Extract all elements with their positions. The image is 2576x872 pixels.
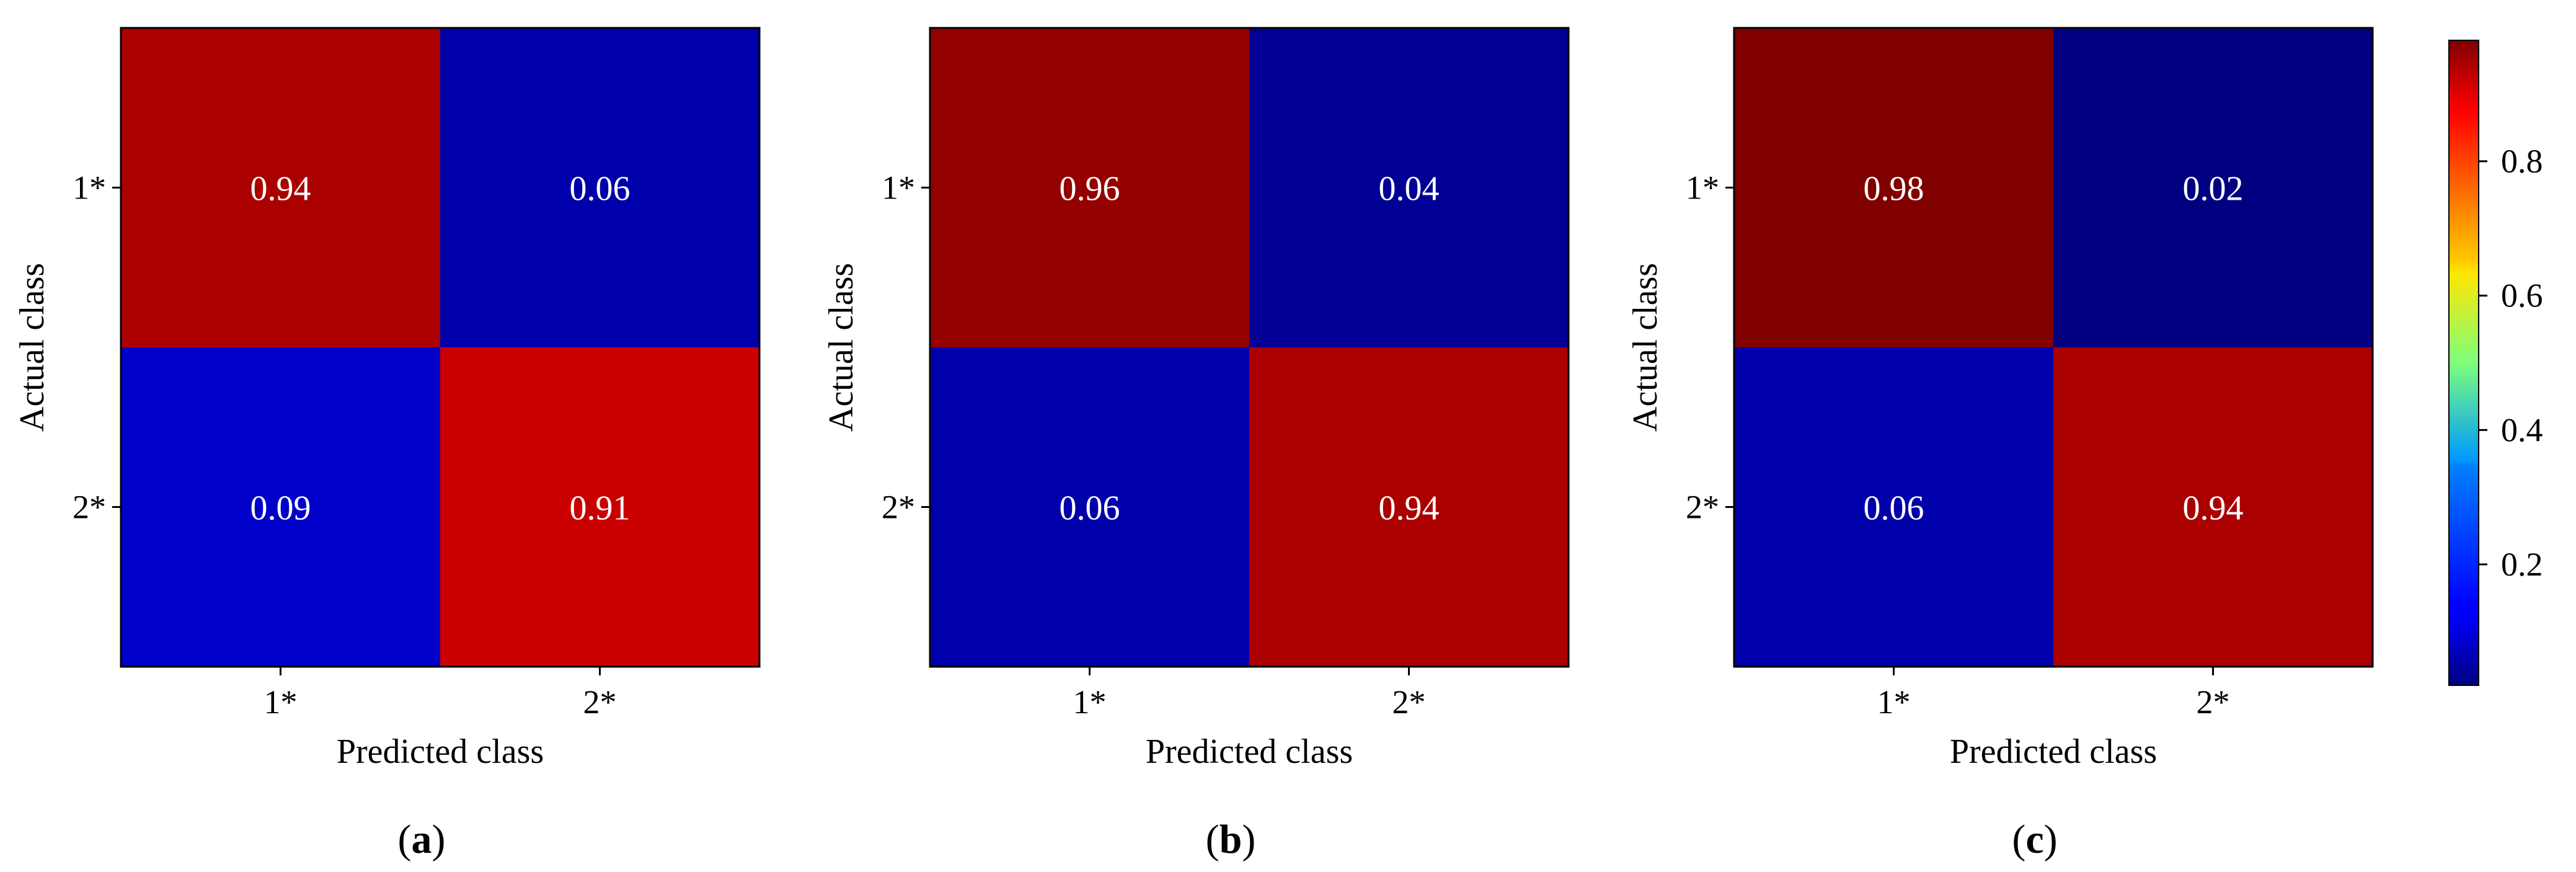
- cell-value-label: 0.94: [2183, 489, 2244, 528]
- x-tick-label: 1*: [1073, 683, 1107, 721]
- confusion-matrix-panel: 0.94 0.06 0.09 0.91 1* 2* 1* 2* Predicted class A…: [13, 27, 761, 862]
- heatmap-cell: [1249, 347, 1569, 667]
- plot-frame: [120, 27, 761, 668]
- cell-value-label: 0.96: [1060, 170, 1120, 208]
- y-tick-label: 1*: [73, 169, 106, 207]
- colorbar-tick-label: 0.6: [2501, 277, 2543, 314]
- cell-value-label: 0.04: [1379, 170, 1440, 208]
- y-tick-label: 2*: [1686, 489, 1719, 526]
- y-tick-label: 2*: [73, 489, 106, 526]
- cell-value-label: 0.98: [1864, 170, 1924, 208]
- heatmap-cell: [121, 28, 440, 347]
- colorbar-frame: [2448, 40, 2479, 686]
- y-tick-label: 1*: [882, 169, 915, 207]
- cell-value-label: 0.06: [1864, 489, 1924, 528]
- heatmap-cell: [1734, 28, 2053, 347]
- panel-label: (b): [1206, 817, 1256, 862]
- x-tick-label: 1*: [264, 683, 298, 721]
- heatmap-cell: [440, 347, 759, 667]
- cell-value-label: 0.91: [570, 489, 631, 528]
- heatmap-cell: [2053, 28, 2373, 347]
- cell-value-label: 0.06: [1060, 489, 1120, 528]
- x-tick-label: 1*: [1877, 683, 1911, 721]
- x-axis-label: Predicted class: [1950, 732, 2157, 771]
- colorbar-gradient: [2449, 40, 2479, 685]
- y-axis-label: Actual class: [822, 263, 861, 432]
- colorbar: 0.2 0.4 0.6 0.8: [2448, 40, 2543, 686]
- x-tick-label: 2*: [2197, 683, 2230, 721]
- cell-value-label: 0.06: [570, 170, 631, 208]
- colorbar-tick-label: 0.2: [2501, 546, 2543, 583]
- cell-value-label: 0.94: [1379, 489, 1440, 528]
- x-tick-label: 2*: [583, 683, 617, 721]
- y-tick-label: 1*: [1686, 169, 1719, 207]
- y-axis-label: Actual class: [1626, 263, 1665, 432]
- plot-frame: [929, 27, 1570, 668]
- y-tick-label: 2*: [882, 489, 915, 526]
- confusion-matrix-panel: 0.98 0.02 0.06 0.94 1* 2* 1* 2* Predicted class A…: [1626, 27, 2374, 862]
- heatmap-cell: [1734, 347, 2053, 667]
- cell-value-label: 0.02: [2183, 170, 2244, 208]
- y-axis-label: Actual class: [13, 263, 51, 432]
- x-tick-label: 2*: [1392, 683, 1426, 721]
- heatmap-cell: [930, 28, 1249, 347]
- heatmap-cell: [121, 347, 440, 667]
- colorbar-tick-label: 0.4: [2501, 411, 2543, 448]
- x-axis-label: Predicted class: [1146, 732, 1353, 771]
- panel-label: (a): [398, 817, 446, 862]
- heatmap-cell: [1249, 28, 1569, 347]
- colorbar-tick-label: 0.8: [2501, 143, 2543, 180]
- confusion-matrix-panel: 0.96 0.04 0.06 0.94 1* 2* 1* 2* Predicted class A…: [822, 27, 1570, 862]
- cell-value-label: 0.94: [250, 170, 311, 208]
- cell-value-label: 0.09: [250, 489, 311, 528]
- panel-label: (c): [2012, 817, 2057, 862]
- heatmap-cell: [930, 347, 1249, 667]
- x-axis-label: Predicted class: [337, 732, 544, 771]
- heatmap-cell: [2053, 347, 2373, 667]
- heatmap-cell: [440, 28, 759, 347]
- plot-frame: [1733, 27, 2374, 668]
